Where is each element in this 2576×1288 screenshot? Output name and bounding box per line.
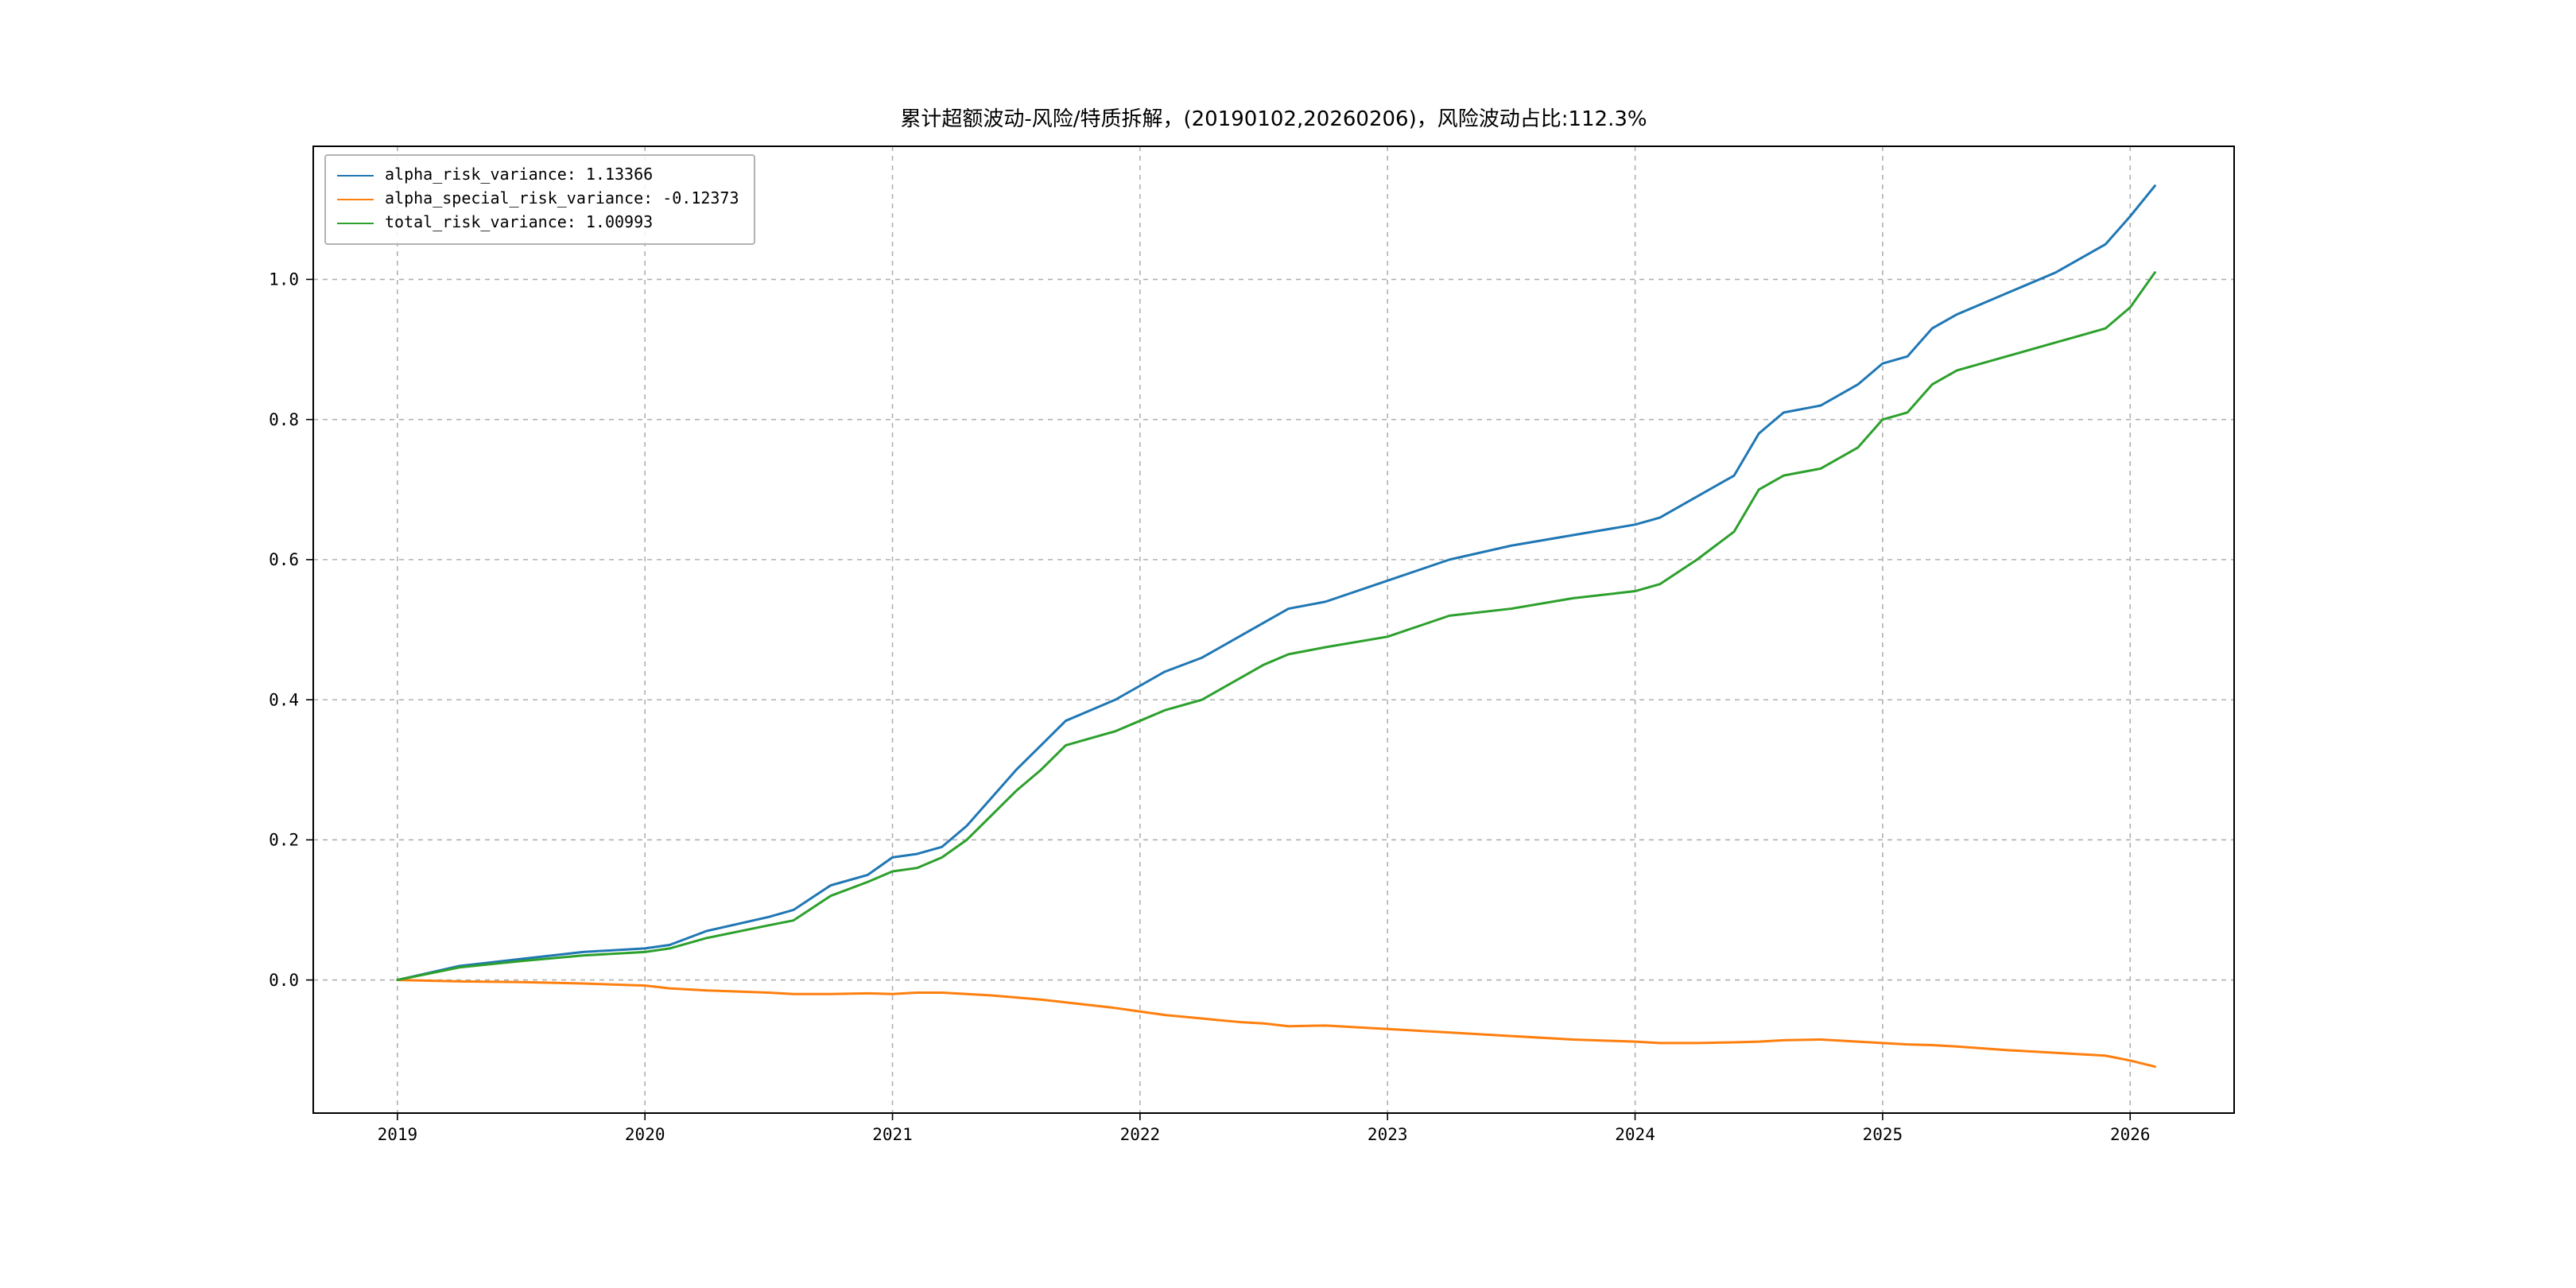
plot-area: [313, 146, 2234, 1113]
x-tick-label: 2025: [1863, 1125, 1903, 1144]
series-line-alpha_special_risk_variance: [396, 979, 2156, 1069]
x-tick-label: 2022: [1120, 1125, 1161, 1144]
x-tick-label: 2026: [2110, 1125, 2151, 1144]
x-tick-label: 2024: [1615, 1125, 1655, 1144]
y-tick-label: 0.2: [269, 831, 299, 850]
legend: alpha_risk_variance: 1.13366 alpha_speci…: [324, 154, 755, 245]
x-tick-label: 2021: [872, 1125, 913, 1144]
legend-swatch-alpha-special-risk-variance: [337, 199, 374, 200]
legend-item-alpha-special-risk-variance: alpha_special_risk_variance: -0.12373: [337, 188, 739, 211]
legend-swatch-total-risk-variance: [337, 223, 374, 224]
series-line-alpha_risk_variance: [396, 184, 2156, 982]
x-tick-label: 2023: [1368, 1125, 1408, 1144]
legend-label-alpha-risk-variance: alpha_risk_variance: 1.13366: [385, 167, 654, 184]
series-line-total_risk_variance: [396, 271, 2156, 982]
y-tick-label: 0.6: [269, 550, 299, 569]
legend-item-total-risk-variance: total_risk_variance: 1.00993: [337, 211, 739, 235]
chart-title: 累计超额波动-风险/特质拆解，(20190102,20260206)，风险波动占…: [900, 108, 1647, 132]
y-tick-label: 0.0: [269, 971, 299, 990]
y-tick-label: 1.0: [269, 270, 299, 289]
plot-frame: [312, 145, 2235, 1114]
legend-label-total-risk-variance: total_risk_variance: 1.00993: [385, 215, 654, 232]
legend-swatch-alpha-risk-variance: [337, 175, 374, 177]
legend-item-alpha-risk-variance: alpha_risk_variance: 1.13366: [337, 164, 739, 188]
x-tick-label: 2020: [625, 1125, 665, 1144]
y-tick-label: 0.8: [269, 410, 299, 429]
x-tick-label: 2019: [378, 1125, 418, 1144]
y-tick-label: 0.4: [269, 690, 299, 709]
legend-label-alpha-special-risk-variance: alpha_special_risk_variance: -0.12373: [385, 191, 739, 208]
